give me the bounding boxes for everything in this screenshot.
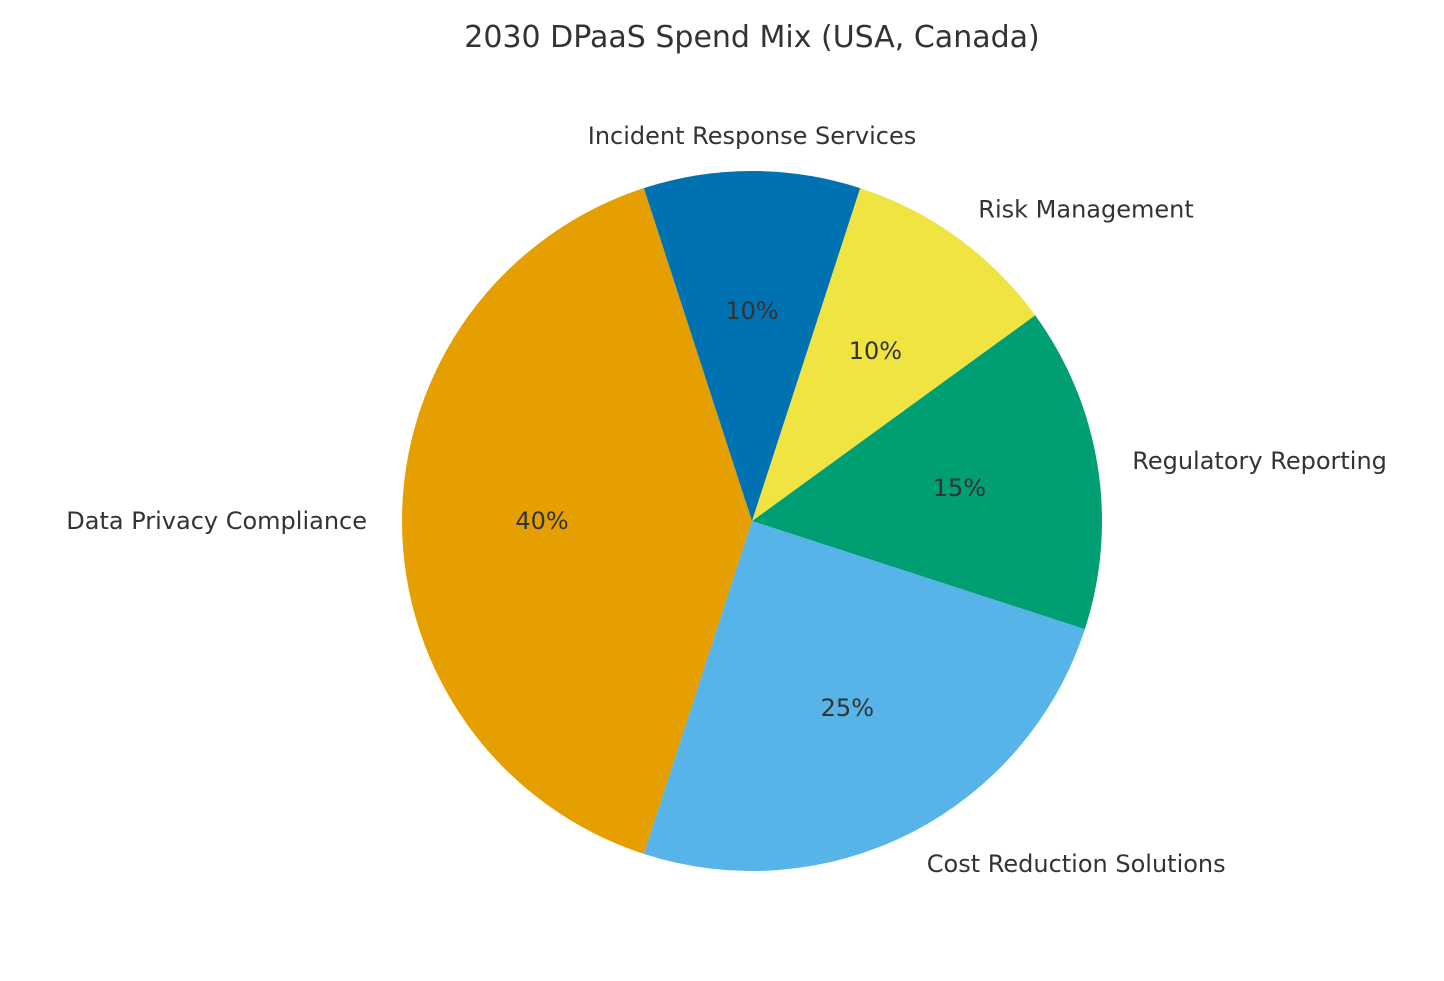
pie-pct-label-incident-response-services: 10% <box>725 297 778 325</box>
pie-labels: 40% Data Privacy Compliance 25% Cost Reduct… <box>66 122 1387 878</box>
pie-slice-incident-response-services <box>643 171 861 522</box>
pie-slice-cost-reduction-solutions <box>643 521 1085 871</box>
pie-slice-risk-management <box>752 188 1036 521</box>
pie-pct-label-data-privacy-compliance: 40% <box>515 507 568 535</box>
pie-pct-label-regulatory-reporting: 15% <box>933 474 986 502</box>
pie-slice-regulatory-reporting <box>752 315 1102 630</box>
pie-category-label-cost-reduction-solutions: Cost Reduction Solutions <box>927 850 1226 878</box>
pie-category-label-incident-response-services: Incident Response Services <box>588 122 917 150</box>
pie-category-label-risk-management: Risk Management <box>978 196 1193 224</box>
pie-slices <box>402 171 1102 871</box>
pie-category-label-data-privacy-compliance: Data Privacy Compliance <box>66 507 367 535</box>
pie-pct-label-risk-management: 10% <box>849 337 902 365</box>
chart-title: 2030 DPaaS Spend Mix (USA, Canada) <box>464 20 1039 55</box>
pie-category-label-regulatory-reporting: Regulatory Reporting <box>1132 447 1387 475</box>
pie-slice-data-privacy-compliance <box>402 188 752 854</box>
pie-pct-label-cost-reduction-solutions: 25% <box>821 694 874 722</box>
